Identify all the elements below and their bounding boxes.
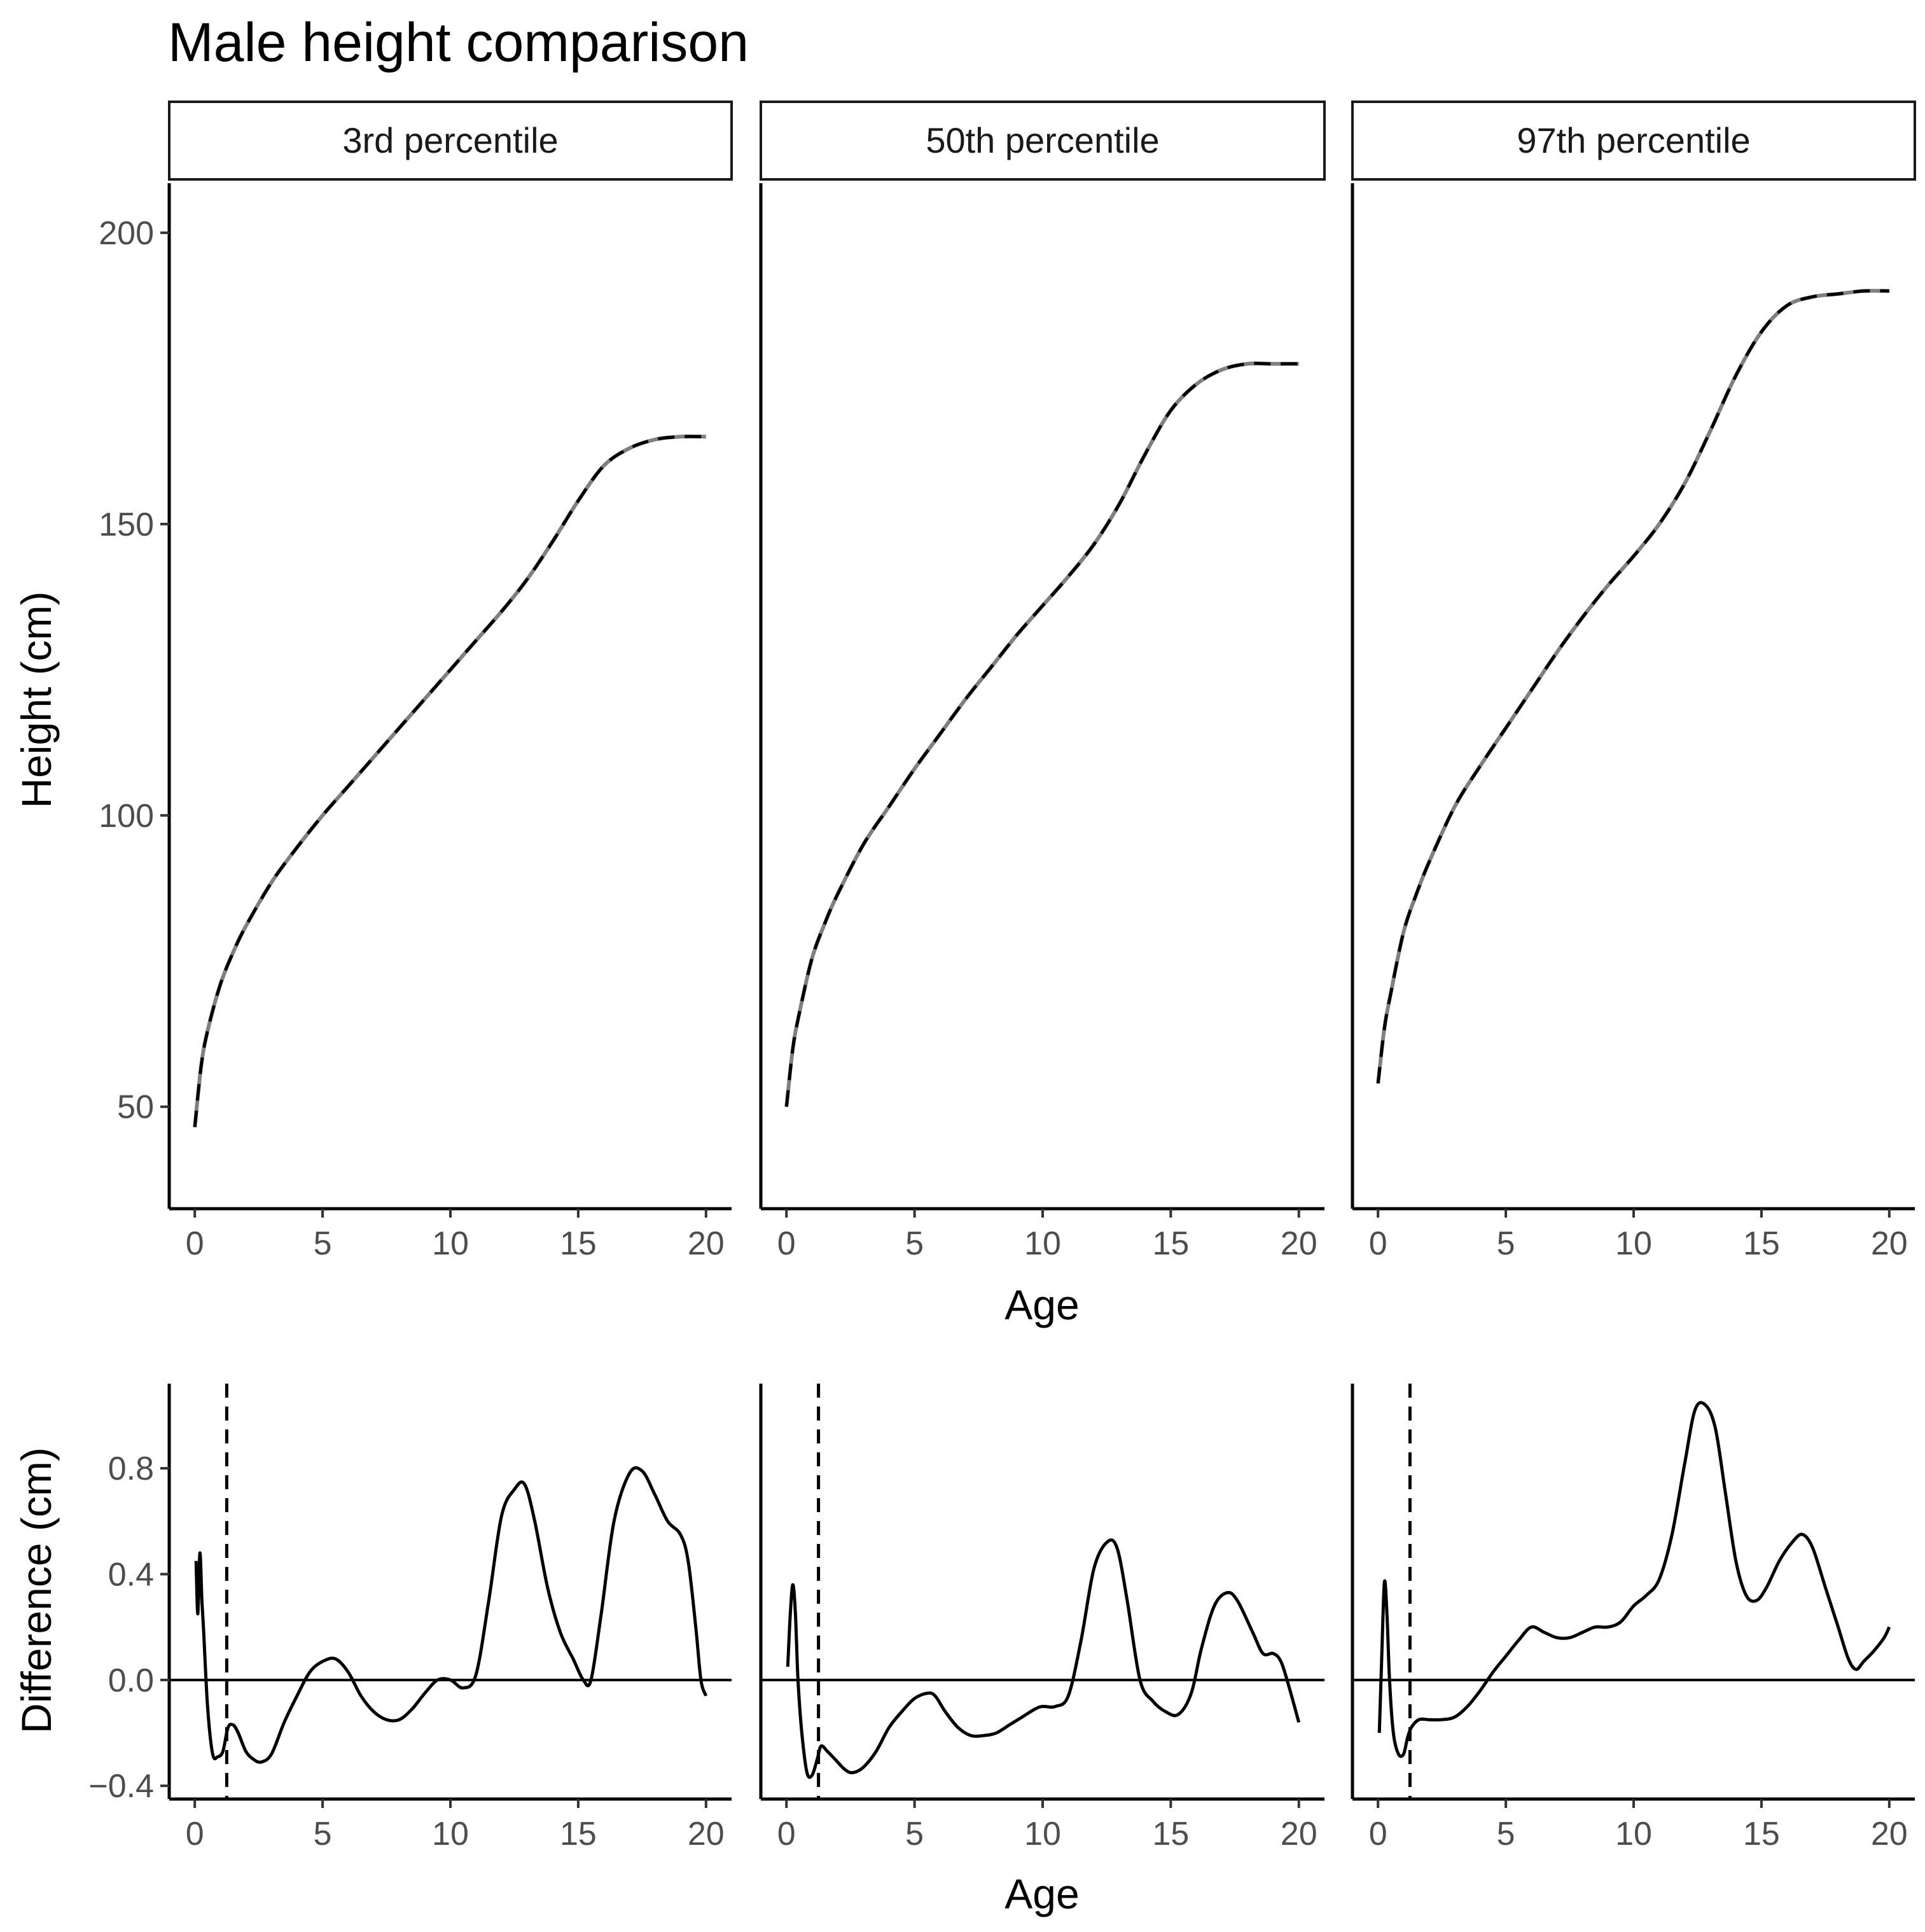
x-tick-label: 20 <box>1871 1225 1908 1262</box>
x-tick-label: 10 <box>1024 1816 1061 1852</box>
top-x-axis-title: Age <box>1004 1281 1079 1328</box>
y-tick-label: 50 <box>117 1089 154 1126</box>
x-tick-label: 15 <box>1152 1816 1189 1852</box>
x-tick-label: 15 <box>560 1225 597 1262</box>
x-tick-label: 0 <box>186 1816 204 1852</box>
x-tick-label: 5 <box>1497 1816 1515 1852</box>
y-tick-label: −0.4 <box>88 1768 154 1805</box>
x-tick-label: 0 <box>1369 1816 1387 1852</box>
y-tick-label: 150 <box>99 506 154 543</box>
reference-height-line <box>784 361 1299 1108</box>
difference-line <box>194 1466 708 1764</box>
difference-panel-1: 0 5 10 15 20 −0.4 0.0 0.4 0.8 <box>88 1384 732 1852</box>
x-tick-label: 20 <box>1281 1816 1317 1852</box>
bottom-y-axis-title: Difference (cm) <box>13 1447 60 1734</box>
difference-panel-3: 0 5 10 15 20 <box>1351 1384 1915 1852</box>
facet-label-3rd: 3rd percentile <box>342 120 558 160</box>
x-tick-label: 10 <box>1615 1225 1652 1262</box>
top-y-axis-title: Height (cm) <box>13 591 60 808</box>
x-tick-label: 20 <box>688 1816 725 1852</box>
x-tick-label: 20 <box>1281 1225 1317 1262</box>
difference-line <box>1377 1401 1891 1758</box>
facet-strip-3rd <box>168 101 733 181</box>
facet-label-97th: 97th percentile <box>1517 120 1750 160</box>
facet-strips: 3rd percentile 50th percentile 97th perc… <box>168 101 1916 181</box>
y-tick-label: 200 <box>99 215 154 252</box>
y-tick-label: 0.0 <box>108 1662 154 1699</box>
x-tick-label: 10 <box>432 1225 469 1262</box>
chart-title: Male height comparison <box>168 12 749 73</box>
facet-strip-97th <box>1351 101 1916 181</box>
x-tick-label: 15 <box>1743 1225 1780 1262</box>
y-tick-label: 0.8 <box>108 1450 154 1487</box>
height-panel-2: 0 5 10 15 20 <box>759 183 1324 1262</box>
facet-label-50th: 50th percentile <box>926 120 1159 160</box>
x-tick-label: 5 <box>905 1816 924 1852</box>
y-tick-label: 0.4 <box>108 1556 154 1593</box>
x-tick-label: 0 <box>777 1225 796 1262</box>
x-tick-label: 5 <box>905 1225 924 1262</box>
x-tick-label: 20 <box>688 1225 725 1262</box>
x-tick-label: 10 <box>1615 1816 1652 1852</box>
x-tick-label: 10 <box>1024 1225 1061 1262</box>
x-tick-label: 0 <box>186 1225 204 1262</box>
height-panel-1: 0 5 10 15 20 50 100 150 200 <box>99 183 732 1262</box>
difference-panels: 0 5 10 15 20 −0.4 0.0 0.4 0.8 0 5 10 15 20 0 5 10 15 20 <box>88 1384 1915 1852</box>
x-tick-label: 0 <box>777 1816 796 1852</box>
x-tick-label: 10 <box>432 1816 469 1852</box>
x-tick-label: 0 <box>1369 1225 1387 1262</box>
fitted-height-line <box>193 434 706 1128</box>
x-tick-label: 15 <box>1152 1225 1189 1262</box>
difference-line <box>786 1538 1301 1779</box>
x-tick-label: 5 <box>314 1225 332 1262</box>
x-tick-label: 5 <box>1497 1225 1515 1262</box>
difference-panel-2: 0 5 10 15 20 <box>759 1384 1324 1852</box>
x-tick-label: 15 <box>1743 1816 1780 1852</box>
bottom-x-axis-title: Age <box>1004 1870 1079 1917</box>
x-tick-label: 5 <box>314 1816 332 1852</box>
fitted-height-line <box>1376 289 1889 1084</box>
height-panel-3: 0 5 10 15 20 <box>1351 183 1915 1262</box>
y-tick-label: 100 <box>99 798 154 835</box>
x-tick-label: 20 <box>1871 1816 1908 1852</box>
x-tick-label: 15 <box>560 1816 597 1852</box>
facet-strip-50th <box>760 101 1326 181</box>
